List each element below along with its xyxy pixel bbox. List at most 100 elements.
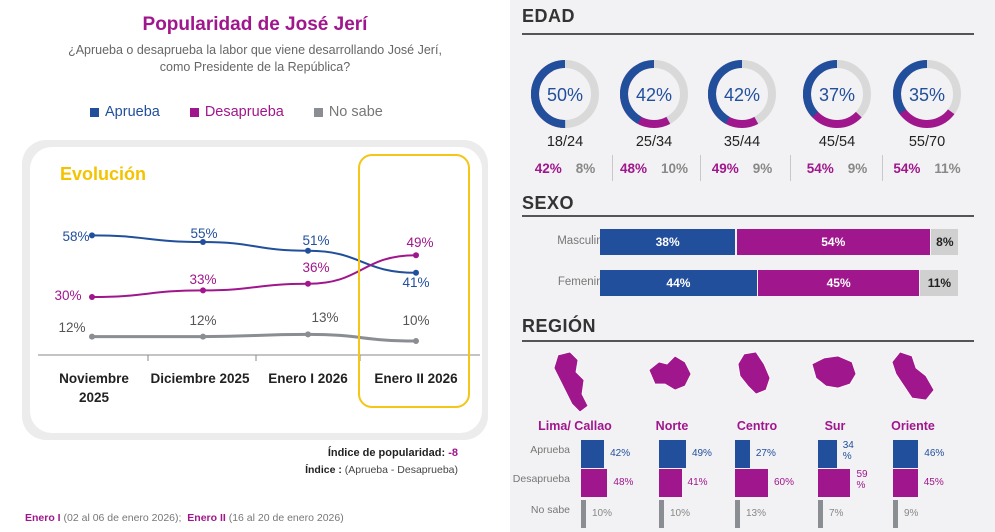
data-label: 51% — [302, 233, 329, 248]
sexo-row: Masculino 38% 54% 8% — [522, 229, 967, 255]
sexo-title: SEXO — [522, 193, 575, 213]
desaprueba-value: 42% — [534, 161, 562, 176]
donut-center-value: 42% — [724, 85, 760, 105]
region-name: Centro — [736, 419, 778, 433]
region-bar-nosabe — [893, 500, 898, 528]
footnote-e2-dates: (16 al 20 de enero 2026) — [228, 512, 344, 524]
age-divider — [790, 155, 791, 181]
index-value: -8 — [448, 447, 458, 459]
footnote-e1: Enero I — [25, 512, 61, 524]
data-label: 49% — [406, 235, 433, 250]
evolution-line-chart: 58% 55% 51% 41% 30% 33% 36% 49% 12% 12% 13% 10% Novi… — [38, 226, 480, 405]
data-point — [413, 338, 419, 344]
region-bar-desaprueba — [818, 469, 851, 497]
age-range-label: 18/24 — [546, 134, 584, 150]
bar-aprueba: 44% — [600, 270, 757, 296]
desaprueba-value: 54% — [893, 161, 921, 176]
bar-nosabe: 8% — [931, 229, 959, 255]
bar-aprueba: 38% — [600, 229, 736, 255]
footnote: Enero I (02 al 06 de enero 2026); Enero … — [25, 512, 344, 524]
region-bar-desaprueba — [659, 469, 682, 497]
legend-label: Desaprueba — [204, 104, 284, 120]
index-formula-text: (Aprueba - Desaprueba) — [344, 464, 458, 476]
region-shape — [891, 351, 935, 401]
nosabe-value: 9% — [847, 161, 868, 176]
age-secondary-values: 48% 10% — [609, 161, 699, 176]
data-label: 55% — [190, 226, 217, 241]
age-divider — [700, 155, 701, 181]
region-value-aprueba: 42% — [610, 448, 631, 459]
age-donut: 37% — [803, 60, 871, 128]
data-label: 12% — [189, 313, 216, 328]
data-point — [305, 280, 311, 287]
region-name: Sur — [824, 419, 846, 433]
region-value-desaprueba: 59% — [856, 469, 867, 491]
region-bar-aprueba — [818, 440, 837, 468]
region-name: Norte — [655, 419, 689, 433]
subtitle-line-2: como Presidente de la República? — [159, 60, 351, 74]
bar-nosabe: 11% — [920, 270, 959, 296]
region-bar-nosabe — [818, 500, 823, 528]
region-value-aprueba: 49% — [691, 448, 712, 459]
edad-title: EDAD — [522, 6, 576, 26]
data-point — [305, 247, 311, 254]
left-panel: Popularidad de José Jerí ¿Aprueba o desa… — [22, 14, 488, 524]
x-tick-label: Noviembre — [59, 371, 129, 386]
footnote-e1-dates: (02 al 06 de enero 2026); — [63, 512, 182, 524]
region-value-nosabe: 9% — [904, 508, 919, 519]
region-name: Oriente — [891, 419, 935, 433]
age-range-label: 35/44 — [723, 134, 761, 150]
region-bar-desaprueba — [893, 469, 918, 497]
region-shape — [553, 351, 589, 413]
x-tick-label: Enero II 2026 — [374, 371, 458, 386]
nosabe-value: 11% — [934, 161, 961, 176]
age-range-label: 25/34 — [635, 134, 673, 150]
data-label: 12% — [58, 320, 85, 335]
legend-label: Aprueba — [105, 104, 160, 120]
age-donut: 35% — [893, 60, 961, 128]
sexo-label: Masculino — [557, 235, 609, 247]
region-row-label: No sabe — [530, 504, 570, 516]
value-part: 34 — [842, 440, 854, 451]
x-tick-label: 2025 — [79, 390, 110, 405]
series-line-no-sabe — [92, 332, 417, 343]
region-value-nosabe: 10% — [592, 508, 613, 519]
region-value-desaprueba: 48% — [613, 477, 634, 488]
region-bar-desaprueba — [581, 469, 608, 497]
region-value-aprueba: 46% — [924, 448, 945, 459]
data-label: 36% — [302, 260, 329, 275]
donut-segment-aprueba — [803, 60, 871, 128]
age-range-label: 45/54 — [818, 134, 856, 150]
x-tick-label: Enero I 2026 — [268, 371, 348, 386]
region-bar-aprueba — [735, 440, 750, 468]
data-point — [200, 333, 206, 340]
donut-center-value: 37% — [819, 85, 855, 105]
lima-callao-map-icon — [553, 351, 589, 413]
footnote-e2: Enero II — [187, 512, 226, 524]
desaprueba-value: 48% — [619, 161, 647, 176]
bar-desaprueba: 45% — [758, 270, 919, 296]
age-range-label: 55/70 — [908, 134, 946, 150]
region-divider — [522, 340, 974, 342]
region-value-desaprueba: 60% — [774, 477, 795, 488]
region-value-nosabe: 7% — [829, 508, 844, 519]
region-value-nosabe: 13% — [746, 508, 767, 519]
nosabe-value: 8% — [575, 161, 596, 176]
region-row-label: Desaprueba — [512, 473, 570, 485]
region-bar-aprueba — [893, 440, 919, 468]
donut-segment-aprueba — [893, 60, 961, 128]
age-secondary-values: 49% 9% — [697, 161, 787, 176]
series-line-desaprueba — [91, 254, 417, 298]
sur-map-icon — [811, 355, 857, 389]
donut-segment-aprueba — [531, 60, 599, 128]
data-point — [89, 232, 95, 239]
legend-swatch — [313, 107, 323, 117]
region-value-nosabe: 10% — [670, 508, 691, 519]
age-divider — [882, 155, 883, 181]
legend-nosabe: No sabe — [313, 104, 383, 120]
sexo-row: Femenino 44% 45% 11% — [522, 270, 967, 296]
data-label: 10% — [402, 313, 429, 328]
data-label: 58% — [62, 229, 89, 244]
legend-aprueba: Aprueba — [90, 104, 160, 120]
